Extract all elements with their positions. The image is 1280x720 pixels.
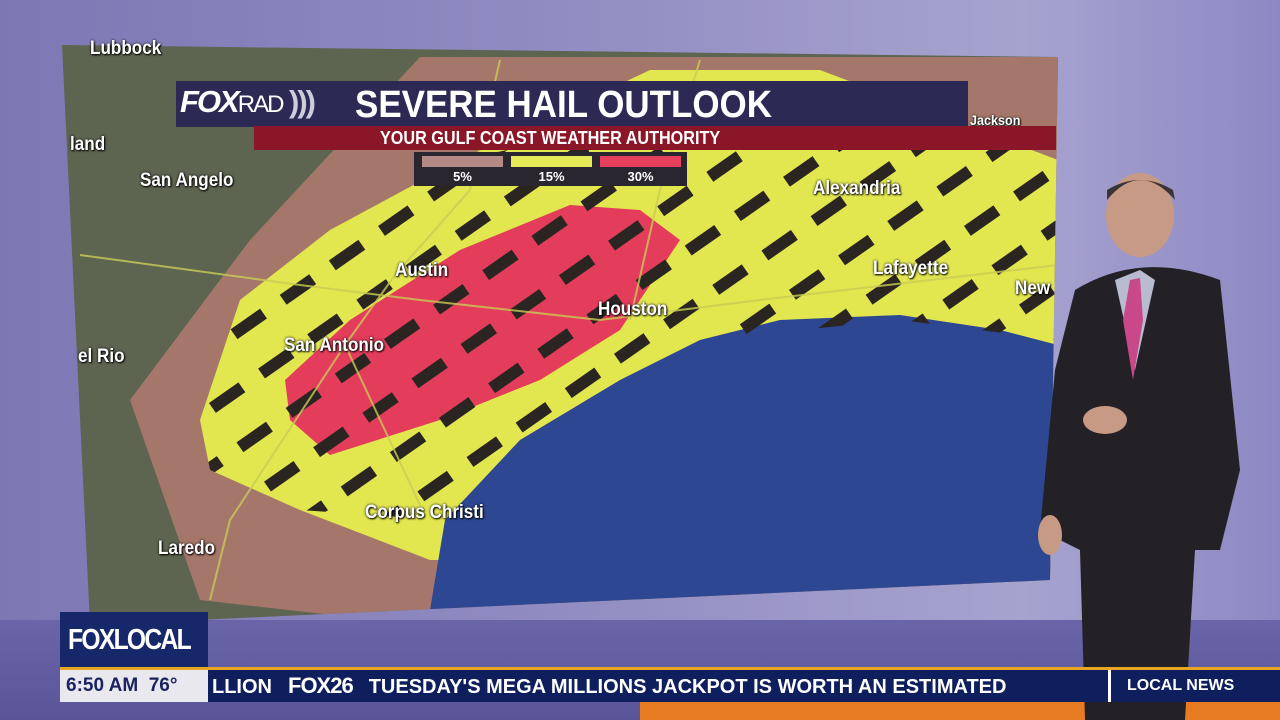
city-label: land: [70, 134, 106, 155]
fox-local-logo: FOXLOCAL: [60, 612, 208, 668]
page-title: SEVERE HAIL OUTLOOK: [355, 84, 772, 126]
ticker-crawl: LLION FOX26 TUESDAY'S MEGA MILLIONS JACKPO…: [212, 670, 1107, 702]
crawl-text: LLION: [212, 676, 272, 698]
legend-label: 5%: [453, 169, 472, 184]
presenter: [1038, 173, 1240, 720]
subtitle-bar: [254, 126, 1056, 150]
legend-label: 30%: [627, 169, 654, 184]
section-label: LOCAL NEWS: [1108, 670, 1280, 702]
city-label: Laredo: [158, 538, 216, 559]
city-label: Jackson: [970, 112, 1021, 128]
city-label: Lubbock: [90, 38, 162, 59]
time-temp: 6:50 AM 76°: [60, 670, 208, 702]
city-label: New: [1015, 278, 1051, 299]
city-label: Houston: [598, 299, 668, 320]
fox26-logo: FOX26: [288, 673, 354, 698]
city-label: Lafayette: [873, 258, 949, 279]
legend-swatch-30: [600, 156, 681, 167]
temperature: 76°: [148, 675, 178, 696]
hatched-significant-area: [200, 120, 1058, 520]
legend-swatch-5: [422, 156, 503, 167]
city-label: Austin: [395, 260, 449, 281]
time: 6:50 AM: [66, 675, 139, 696]
city-label: Corpus Christi: [365, 502, 484, 523]
city-label: el Rio: [78, 346, 125, 367]
city-label: Alexandria: [813, 178, 901, 199]
foxrad-logo: FOXRAD ))): [180, 84, 316, 119]
legend-label: 15%: [538, 169, 565, 184]
legend: 5% 15% 30%: [414, 152, 687, 186]
crawl-headline: TUESDAY'S MEGA MILLIONS JACKPOT IS WORTH…: [368, 676, 1007, 698]
news-ticker: 6:50 AM 76° LLION FOX26 TUESDAY'S MEGA MIL…: [60, 667, 1280, 702]
subtitle: YOUR GULF COAST WEATHER AUTHORITY: [380, 128, 721, 148]
city-label: San Antonio: [284, 335, 385, 356]
legend-swatch-15: [511, 156, 592, 167]
city-label: San Angelo: [140, 170, 234, 191]
gulf-of-mexico: [430, 315, 1058, 610]
title-bar: [176, 81, 968, 127]
